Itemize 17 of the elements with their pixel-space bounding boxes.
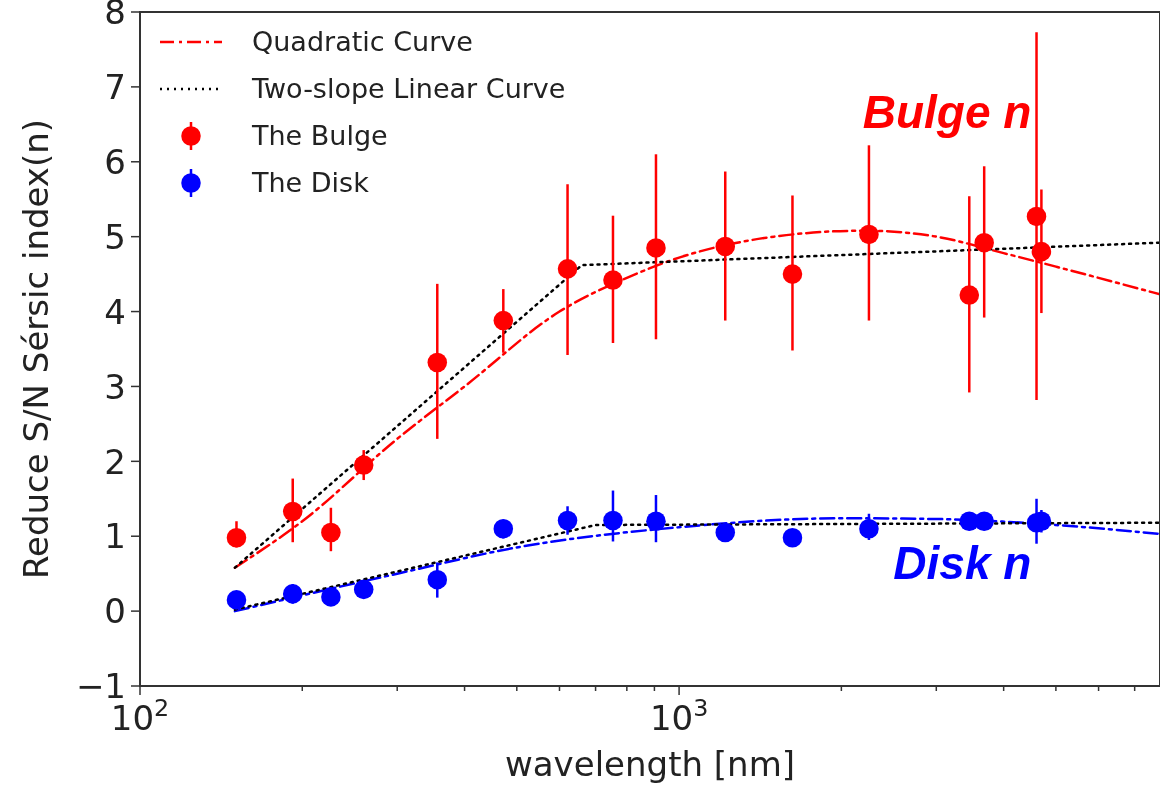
- y-tick-label: 3: [104, 366, 126, 407]
- y-tick-label: 1: [104, 516, 126, 557]
- y-tick-label: 6: [104, 142, 126, 183]
- y-tick-label: 0: [104, 591, 126, 632]
- x-axis-title: wavelength [nm]: [504, 744, 796, 784]
- legend-label: Two-slope Linear Curve: [251, 73, 566, 105]
- y-tick-label: 7: [104, 67, 126, 108]
- legend-label: The Bulge: [251, 120, 388, 152]
- legend-label: The Disk: [251, 167, 370, 199]
- y-tick-label: 4: [104, 291, 126, 332]
- annotation: Disk n: [893, 537, 1032, 590]
- y-tick-label: 5: [104, 216, 126, 257]
- annotation: Bulge n: [862, 85, 1032, 138]
- y-tick-label: 2: [104, 441, 126, 482]
- legend-label: Quadratic Curve: [252, 26, 473, 58]
- x-tick-label: 10$^{3}$: [649, 694, 709, 738]
- y-axis-title: Reduce S/N Sérsic index(n): [16, 118, 56, 580]
